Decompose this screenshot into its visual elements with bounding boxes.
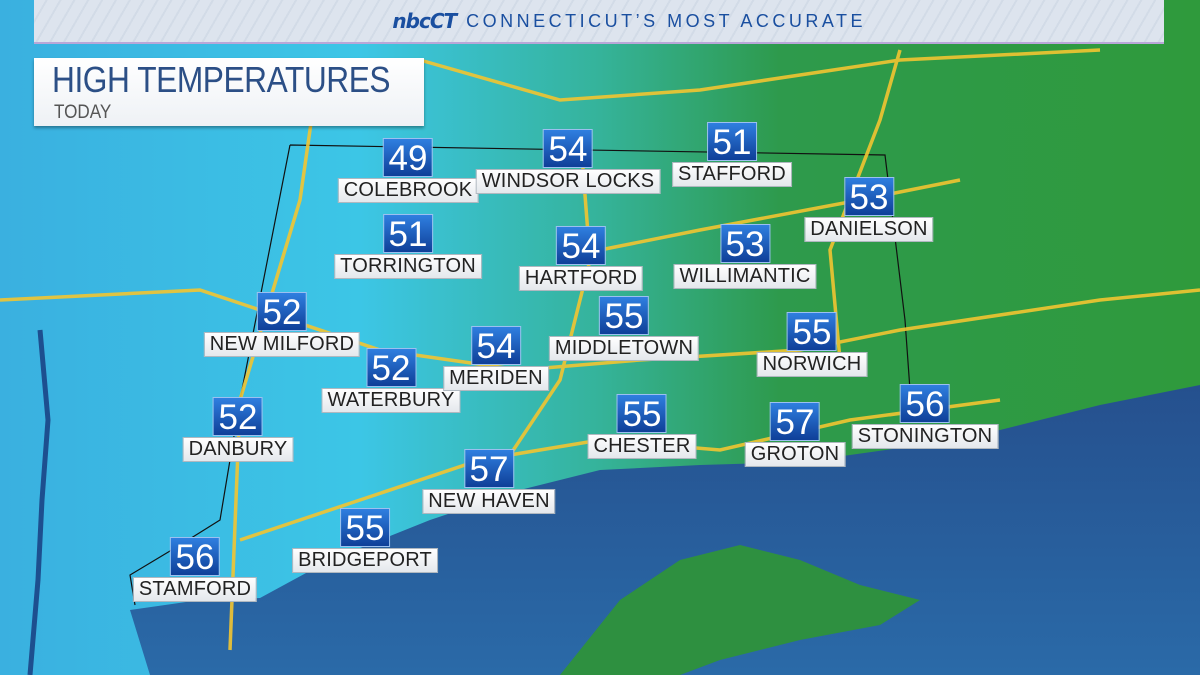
- city-marker-chester: 55 CHESTER: [587, 394, 697, 459]
- temp-value: 54: [543, 129, 593, 169]
- long-island: [560, 545, 920, 675]
- city-marker-danielson: 53 DANIELSON: [804, 177, 934, 242]
- tagline: CONNECTICUT’S MOST ACCURATE: [466, 10, 866, 31]
- city-marker-groton: 57 GROTON: [744, 402, 846, 467]
- city-marker-waterbury: 52 WATERBURY: [321, 348, 461, 413]
- city-marker-stonington: 56 STONINGTON: [851, 384, 999, 449]
- long-island-sound: [130, 385, 1200, 675]
- temp-value: 57: [770, 402, 820, 442]
- city-name: WINDSOR LOCKS: [475, 169, 661, 194]
- temp-value: 52: [366, 348, 416, 388]
- city-name: WILLIMANTIC: [673, 264, 817, 289]
- city-name: WATERBURY: [321, 388, 461, 413]
- temp-value: 56: [899, 384, 950, 424]
- city-marker-colebrook: 49 COLEBROOK: [337, 138, 479, 203]
- temp-value: 49: [383, 138, 433, 178]
- temp-value: 55: [617, 394, 667, 434]
- temp-value: 55: [599, 296, 649, 336]
- temp-value: 52: [256, 292, 307, 332]
- city-marker-hartford: 54 HARTFORD: [518, 226, 644, 291]
- city-marker-norwich: 55 NORWICH: [756, 312, 868, 377]
- temp-value: 55: [787, 312, 837, 352]
- city-marker-bridgeport: 55 BRIDGEPORT: [292, 508, 438, 573]
- city-marker-danbury: 52 DANBURY: [182, 397, 294, 462]
- city-name: NEW MILFORD: [203, 332, 361, 357]
- temp-value: 51: [383, 214, 433, 254]
- city-marker-new-milford: 52 NEW MILFORD: [203, 292, 361, 357]
- temp-value: 56: [170, 537, 220, 577]
- city-name: CHESTER: [587, 434, 697, 459]
- temp-value: 52: [213, 397, 263, 437]
- city-name: DANIELSON: [804, 217, 934, 242]
- city-marker-stamford: 56 STAMFORD: [132, 537, 258, 602]
- temp-value: 55: [340, 508, 390, 548]
- temp-value: 53: [843, 177, 894, 217]
- title-panel: HIGH TEMPERATURES TODAY: [34, 58, 424, 126]
- page-subtitle: TODAY: [54, 102, 112, 123]
- city-name: STAMFORD: [132, 577, 258, 602]
- city-marker-meriden: 54 MERIDEN: [443, 326, 549, 391]
- temp-value: 51: [706, 122, 757, 162]
- city-marker-willimantic: 53 WILLIMANTIC: [673, 224, 817, 289]
- temp-value: 54: [556, 226, 606, 266]
- city-marker-torrington: 51 TORRINGTON: [334, 214, 482, 279]
- nbc-ct-logo: nbcCT: [392, 9, 457, 33]
- station-banner: nbcCT CONNECTICUT’S MOST ACCURATE: [34, 0, 1164, 44]
- city-name: BRIDGEPORT: [292, 548, 438, 573]
- city-name: TORRINGTON: [334, 254, 482, 279]
- city-name: STONINGTON: [851, 424, 999, 449]
- city-marker-stafford: 51 STAFFORD: [672, 122, 792, 187]
- city-name: NEW HAVEN: [422, 489, 556, 514]
- temp-value: 57: [463, 449, 514, 489]
- city-name: HARTFORD: [518, 266, 644, 291]
- city-name: NORWICH: [756, 352, 868, 377]
- hudson-river: [27, 329, 51, 675]
- city-name: COLEBROOK: [337, 178, 479, 203]
- city-marker-windsor-locks: 54 WINDSOR LOCKS: [475, 129, 661, 194]
- city-name: MERIDEN: [443, 366, 549, 391]
- city-name: GROTON: [744, 442, 846, 467]
- city-name: MIDDLETOWN: [548, 336, 700, 361]
- city-marker-new-haven: 57 NEW HAVEN: [422, 449, 556, 514]
- city-name: STAFFORD: [672, 162, 792, 187]
- city-marker-middletown: 55 MIDDLETOWN: [548, 296, 700, 361]
- city-name: DANBURY: [182, 437, 294, 462]
- temp-value: 54: [470, 326, 521, 366]
- page-title: HIGH TEMPERATURES: [52, 59, 391, 100]
- temp-value: 53: [719, 224, 770, 264]
